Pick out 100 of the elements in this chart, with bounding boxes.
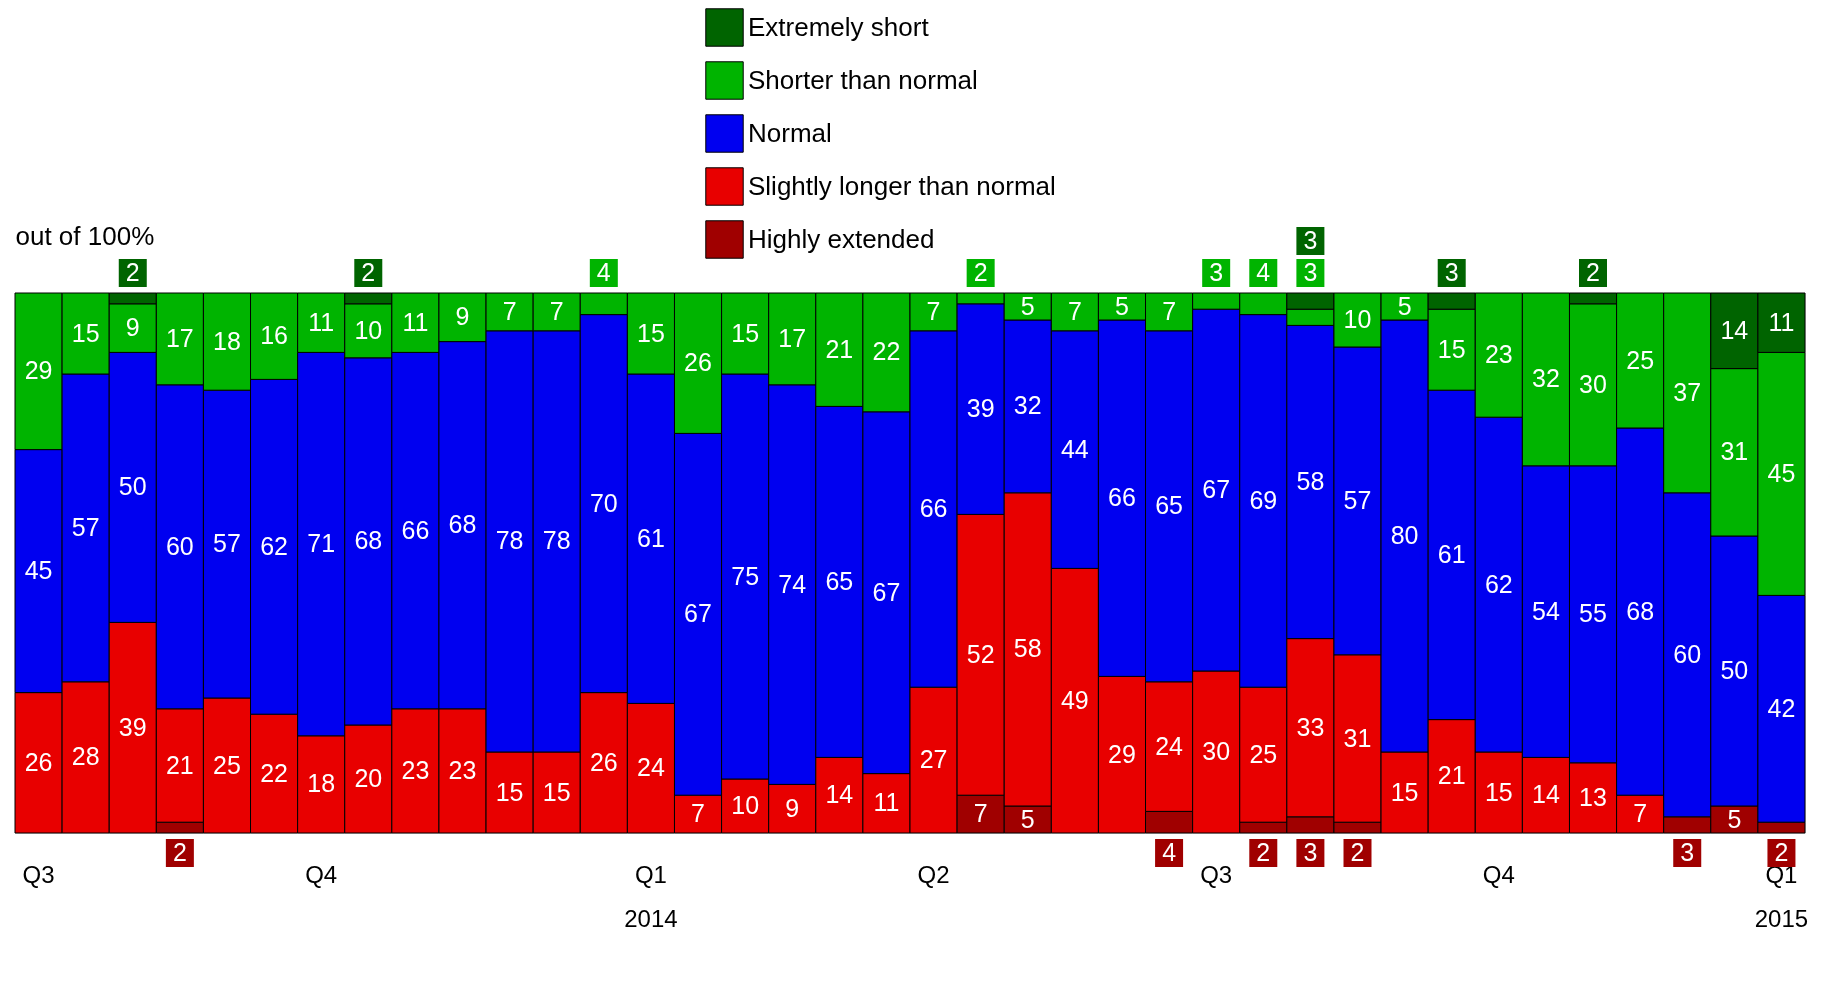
data-label: 71	[307, 529, 336, 558]
data-label: 32	[1013, 391, 1042, 420]
data-label: 2	[172, 838, 187, 866]
data-label: 66	[919, 494, 948, 522]
data-label: 23	[448, 755, 477, 784]
data-label: 13	[1579, 782, 1607, 811]
data-label: 58	[1296, 467, 1325, 495]
data-label: 20	[354, 764, 383, 792]
data-label: 45	[1767, 458, 1796, 487]
data-label: 26	[589, 747, 618, 776]
x-tick-label: Q4	[1482, 860, 1515, 888]
data-label: 21	[825, 334, 854, 363]
data-label: 2	[1350, 838, 1365, 866]
data-label: 15	[1484, 777, 1513, 806]
data-label: 52	[966, 639, 995, 668]
data-label: 5	[1727, 804, 1742, 833]
data-label: 15	[1390, 777, 1419, 806]
legend-label: Normal	[748, 117, 832, 148]
data-label: 3	[1444, 258, 1459, 286]
data-label: 25	[1626, 345, 1655, 374]
data-label: 9	[785, 793, 800, 822]
data-label: 78	[542, 526, 571, 555]
data-label: 7	[1067, 296, 1082, 325]
data-label: 17	[165, 323, 194, 352]
data-label: 4	[596, 258, 611, 286]
data-label: 50	[1720, 656, 1749, 684]
x-tick-label: Q3	[22, 860, 55, 888]
data-label: 58	[1013, 634, 1042, 663]
data-label: 11	[873, 788, 900, 817]
data-label: 17	[778, 323, 807, 352]
data-label: 10	[1343, 305, 1372, 333]
data-label: 14	[825, 780, 854, 809]
data-label: 39	[118, 712, 147, 741]
data-label: 30	[1202, 737, 1231, 765]
x-tick-label: Q4	[305, 860, 338, 888]
data-label: 21	[165, 750, 194, 779]
data-label: 15	[637, 318, 665, 347]
data-label: 15	[495, 777, 524, 806]
data-label: 7	[1633, 799, 1648, 828]
data-label: 29	[1108, 739, 1136, 768]
data-label: 78	[495, 526, 524, 555]
data-label: 26	[684, 348, 712, 377]
data-label: 42	[1767, 693, 1796, 722]
data-label: 57	[71, 512, 100, 541]
data-label: 15	[1437, 334, 1466, 363]
data-label: 21	[1437, 761, 1466, 790]
x-tick-label: Q3	[1200, 860, 1233, 888]
data-label: 49	[1060, 685, 1089, 714]
data-label: 54	[1532, 596, 1560, 625]
data-label: 68	[448, 510, 477, 539]
data-label: 14	[1720, 315, 1749, 344]
y-axis-title: out of 100%	[15, 220, 155, 251]
data-label: 2	[973, 258, 988, 286]
data-label: 11	[1768, 307, 1795, 336]
data-label: 22	[260, 758, 288, 787]
data-label: 2	[1586, 258, 1600, 286]
data-label: 5	[1397, 291, 1412, 320]
data-label: 23	[1484, 340, 1513, 369]
data-label: 60	[165, 531, 194, 560]
data-label: 15	[542, 777, 571, 806]
data-label: 3	[1303, 838, 1318, 866]
data-label: 3	[1209, 258, 1224, 286]
data-label: 62	[1484, 569, 1513, 598]
data-label: 67	[684, 599, 712, 628]
data-label: 26	[24, 747, 53, 776]
data-label: 66	[401, 515, 430, 544]
data-label: 68	[1626, 596, 1655, 625]
data-label: 11	[308, 307, 335, 336]
legend-label: Extremely short	[748, 11, 930, 42]
data-label: 24	[637, 753, 665, 782]
data-label: 2	[1256, 838, 1271, 866]
legend-label: Shorter than normal	[748, 64, 978, 95]
data-label: 22	[872, 337, 901, 366]
data-label: 3	[1680, 838, 1695, 866]
legend-label: Highly extended	[748, 223, 935, 254]
data-label: 2	[125, 258, 140, 286]
data-label: 7	[502, 296, 517, 325]
data-label: 25	[1249, 739, 1278, 768]
data-label: 15	[71, 318, 100, 347]
data-label: 66	[1108, 483, 1136, 512]
data-label: 70	[589, 488, 618, 517]
data-label: 15	[731, 318, 760, 347]
data-label: 5	[1020, 804, 1035, 833]
data-label: 7	[973, 799, 988, 828]
data-label: 7	[691, 799, 705, 828]
data-label: 31	[1343, 723, 1372, 752]
data-label: 74	[778, 569, 807, 598]
data-label: 7	[549, 296, 564, 325]
data-label: 44	[1060, 434, 1089, 463]
data-label: 45	[24, 556, 53, 585]
data-label: 67	[872, 577, 901, 606]
data-label: 11	[402, 307, 429, 336]
data-label: 5	[1020, 291, 1035, 320]
data-label: 25	[213, 750, 241, 779]
data-label: 62	[260, 531, 288, 560]
data-label: 33	[1296, 712, 1325, 741]
data-label: 39	[966, 394, 995, 423]
data-label: 50	[118, 472, 147, 501]
data-label: 80	[1390, 521, 1419, 549]
data-label: 65	[1155, 491, 1183, 520]
